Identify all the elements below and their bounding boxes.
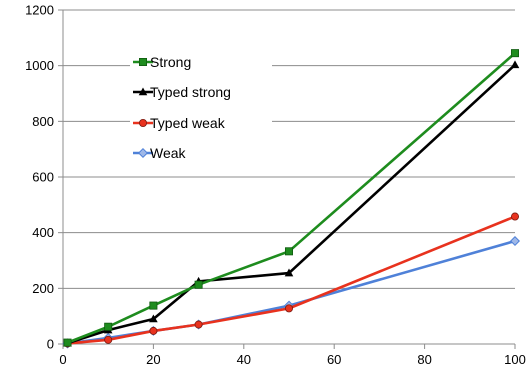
legend-label: Strong (150, 54, 191, 70)
legend-label: Weak (150, 145, 187, 161)
y-tick-label: 800 (32, 114, 54, 129)
data-point (284, 304, 293, 313)
data-point (138, 58, 147, 67)
axes (58, 9, 516, 349)
x-tick-label: 100 (504, 352, 526, 367)
x-tick-label: 40 (237, 352, 251, 367)
data-point (510, 60, 520, 69)
data-point (137, 147, 149, 159)
tick-labels: 0 200 400 600 800 1000 1200 0 20 40 60 80 100 (25, 3, 526, 368)
data-point (104, 322, 113, 331)
data-point (149, 301, 158, 310)
x-tick-label: 0 (59, 352, 66, 367)
x-tick-label: 80 (417, 352, 431, 367)
x-tick-label: 60 (327, 352, 341, 367)
data-point (510, 212, 519, 221)
x-tick-label: 20 (146, 352, 160, 367)
data-point (284, 247, 293, 256)
legend: Strong Typed strong Typed weak Weak (133, 54, 231, 161)
y-tick-label: 600 (32, 170, 54, 185)
gridlines (63, 9, 515, 289)
series-strong (63, 49, 519, 347)
data-point (149, 326, 158, 335)
y-tick-label: 0 (47, 337, 54, 352)
y-tick-label: 400 (32, 225, 54, 240)
series-line (67, 52, 516, 344)
data-point (509, 236, 521, 247)
data-point (510, 49, 519, 58)
legend-entry: Typed strong (133, 84, 231, 100)
y-tick-label: 1000 (25, 58, 54, 73)
data-point (138, 87, 148, 96)
series-line (67, 239, 516, 345)
data-point (138, 119, 147, 128)
data-point (194, 280, 203, 289)
y-tick-label: 1200 (25, 3, 54, 18)
series-line (67, 63, 516, 345)
data-point (194, 320, 203, 329)
y-tick-label: 200 (32, 281, 54, 296)
data-point (149, 314, 158, 323)
series-line (67, 215, 516, 345)
legend-label: Typed strong (150, 84, 231, 100)
legend-entry: Weak (133, 145, 187, 161)
series-lines (62, 49, 521, 349)
data-point (284, 268, 294, 277)
data-point (104, 335, 113, 344)
legend-label: Typed weak (150, 115, 226, 131)
data-point (63, 338, 72, 347)
legend-entry: Typed weak (133, 115, 226, 131)
legend-entry: Strong (133, 54, 191, 70)
